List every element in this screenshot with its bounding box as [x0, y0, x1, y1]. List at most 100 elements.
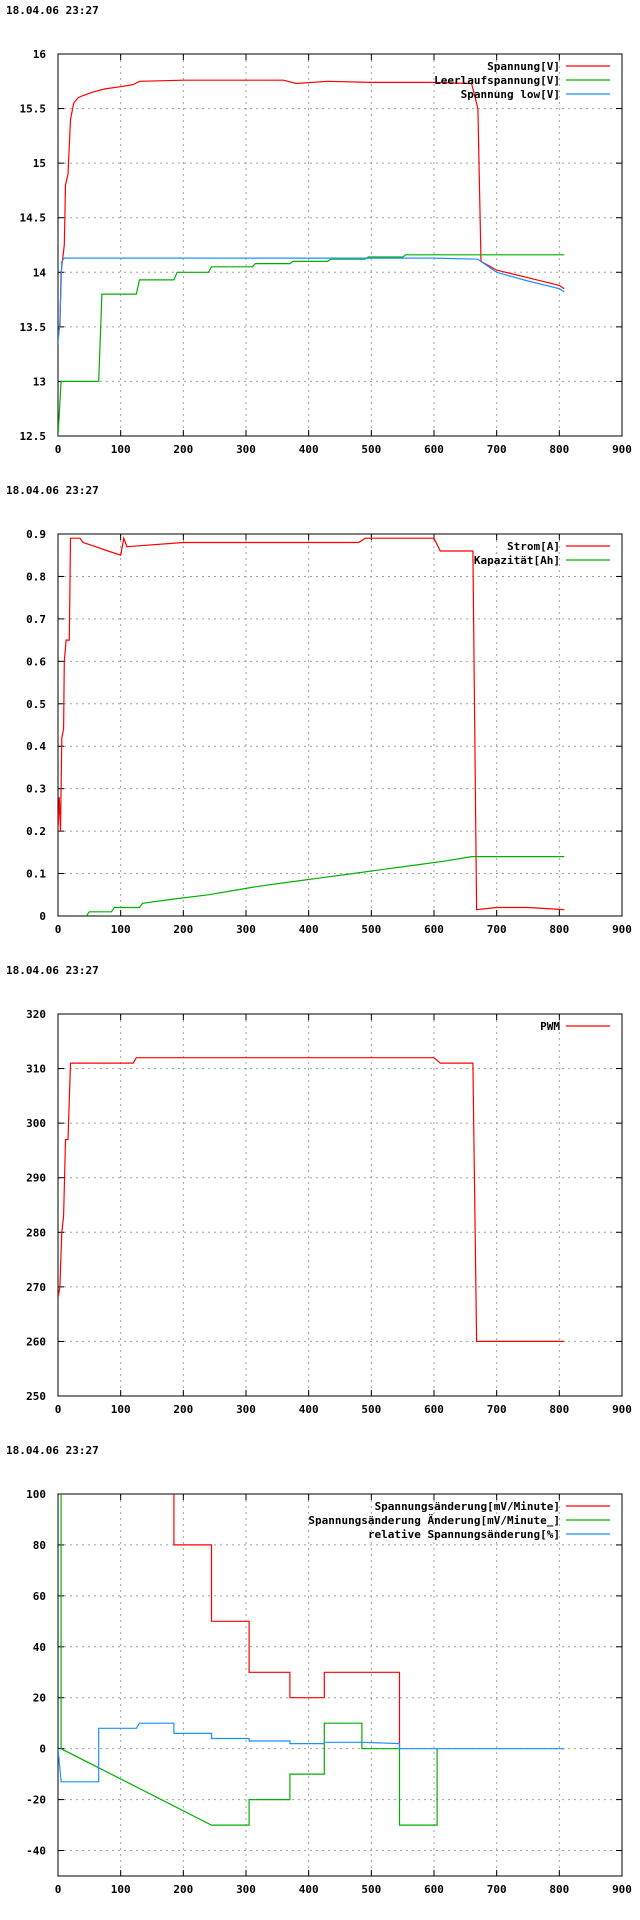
- legend-label: Kapazität[Ah]: [474, 554, 560, 567]
- x-tick-label: 600: [424, 923, 444, 936]
- x-tick-label: 500: [361, 1403, 381, 1416]
- y-tick-label: 14: [33, 266, 47, 279]
- series-line-2: [60, 1494, 438, 1826]
- y-tick-label: 0.8: [26, 570, 46, 583]
- x-tick-label: 400: [299, 923, 319, 936]
- plot-frame: [57, 1013, 623, 1397]
- x-tick-label: 900: [612, 923, 632, 936]
- x-tick-label: 400: [299, 1403, 319, 1416]
- x-tick-label: 100: [111, 443, 131, 456]
- legend-label: Strom[A]: [507, 540, 560, 553]
- legend-label: Leerlaufspannung[V]: [434, 74, 560, 87]
- x-tick-label: 600: [424, 1883, 444, 1896]
- y-tick-label: 280: [26, 1226, 46, 1239]
- y-tick-label: 0.9: [26, 528, 46, 541]
- pwm-chart: 0 100 200 300 400 500 600 700 800 900 250 260 270 280…: [26, 1008, 632, 1416]
- y-tick-label: -40: [26, 1845, 46, 1858]
- voltage-change-chart: 0 100 200 300 400 500 600 700 800 900 -40 -20 0 20 40 6…: [26, 1488, 632, 1896]
- x-tick-label: 700: [487, 443, 507, 456]
- y-tick-label: 0.5: [26, 698, 46, 711]
- x-tick-label: 900: [612, 443, 632, 456]
- plot-frame: [57, 53, 623, 437]
- y-tick-label: 20: [33, 1692, 46, 1705]
- y-tick-label: 250: [26, 1390, 46, 1403]
- current-capacity-chart: 0 100 200 300 400 500 600 700 800 900 0 0.1 0.2 0.3 0.…: [26, 528, 632, 936]
- x-tick-label: 700: [487, 923, 507, 936]
- y-tick-label: 310: [26, 1063, 46, 1076]
- chart-timestamp: 18.04.06 23:27: [6, 4, 99, 17]
- x-tick-label: 200: [173, 1883, 193, 1896]
- x-tick-label: 0: [55, 1403, 62, 1416]
- x-tick-label: 800: [549, 443, 569, 456]
- legend-label: Spannungsänderung[mV/Minute]: [375, 1500, 560, 1513]
- x-tick-label: 700: [487, 1883, 507, 1896]
- voltage-chart-panel: 18.04.06 23:27 0 100 200 300 400 500 600 700 800…: [0, 0, 640, 480]
- y-tick-label: 100: [26, 1488, 46, 1501]
- x-tick-label: 100: [111, 923, 131, 936]
- y-tick-label: 300: [26, 1117, 46, 1130]
- series-line-1: [58, 535, 565, 911]
- y-tick-label: 0.3: [26, 783, 46, 796]
- pwm-chart-panel: 18.04.06 23:27 0 100 200 300 400 500 600 700 800…: [0, 960, 640, 1440]
- x-tick-label: 600: [424, 443, 444, 456]
- x-tick-label: 300: [236, 1883, 256, 1896]
- series-line-1: [58, 79, 565, 333]
- series-line-1: [173, 1494, 401, 1749]
- x-tick-label: 200: [173, 1403, 193, 1416]
- x-tick-label: 400: [299, 443, 319, 456]
- legend-label: PWM: [540, 1020, 560, 1033]
- series-line-2: [85, 856, 565, 916]
- y-tick-label: 14.5: [20, 212, 47, 225]
- x-tick-label: 100: [111, 1403, 131, 1416]
- series-line-1: [58, 1057, 565, 1342]
- x-tick-label: 800: [549, 923, 569, 936]
- y-tick-label: 13.5: [20, 321, 47, 334]
- x-tick-label: 300: [236, 923, 256, 936]
- y-tick-label: 40: [33, 1641, 46, 1654]
- x-tick-label: 200: [173, 923, 193, 936]
- y-tick-label: 0.4: [26, 740, 46, 753]
- x-tick-label: 600: [424, 1403, 444, 1416]
- y-tick-label: 13: [33, 375, 46, 388]
- x-tick-label: 0: [55, 443, 62, 456]
- y-tick-label: 0.7: [26, 613, 46, 626]
- y-tick-label: 0.1: [26, 868, 46, 881]
- x-tick-label: 300: [236, 1403, 256, 1416]
- x-tick-label: 800: [549, 1403, 569, 1416]
- x-tick-label: 200: [173, 443, 193, 456]
- y-tick-label: 15: [33, 157, 46, 170]
- voltage-change-chart-panel: 18.04.06 23:27 0 100 200 300 400 500 600 700 800…: [0, 1440, 640, 1920]
- y-tick-label: 0.6: [26, 655, 46, 668]
- voltage-chart: 0 100 200 300 400 500 600 700 800 900 12.5 13 13.5 14…: [20, 48, 632, 456]
- plot-frame: [57, 1493, 623, 1877]
- x-tick-label: 500: [361, 443, 381, 456]
- y-tick-label: 0.2: [26, 825, 46, 838]
- y-tick-label: 0: [39, 1743, 46, 1756]
- legend-label: Spannung low[V]: [461, 88, 560, 101]
- y-tick-label: 0: [39, 910, 46, 923]
- series-line-3: [58, 1722, 565, 1783]
- y-tick-label: 290: [26, 1172, 46, 1185]
- y-tick-label: -20: [26, 1794, 46, 1807]
- x-tick-label: 500: [361, 923, 381, 936]
- y-tick-label: 15.5: [20, 103, 47, 116]
- legend-label: Spannung[V]: [487, 60, 560, 73]
- chart-timestamp: 18.04.06 23:27: [6, 1444, 99, 1457]
- series-line-3: [58, 257, 565, 344]
- x-tick-label: 0: [55, 923, 62, 936]
- y-tick-label: 270: [26, 1281, 46, 1294]
- chart-timestamp: 18.04.06 23:27: [6, 484, 99, 497]
- y-tick-label: 260: [26, 1335, 46, 1348]
- x-tick-label: 900: [612, 1883, 632, 1896]
- y-tick-label: 80: [33, 1539, 46, 1552]
- y-tick-label: 16: [33, 48, 47, 61]
- x-tick-label: 500: [361, 1883, 381, 1896]
- x-tick-label: 0: [55, 1883, 62, 1896]
- x-tick-label: 400: [299, 1883, 319, 1896]
- x-tick-label: 300: [236, 443, 256, 456]
- plot-frame: [57, 533, 623, 917]
- y-tick-label: 60: [33, 1590, 46, 1603]
- x-tick-label: 100: [111, 1883, 131, 1896]
- legend-label: Spannungsänderung Änderung[mV/Minute_]: [308, 1513, 560, 1527]
- series-line-2: [58, 254, 565, 436]
